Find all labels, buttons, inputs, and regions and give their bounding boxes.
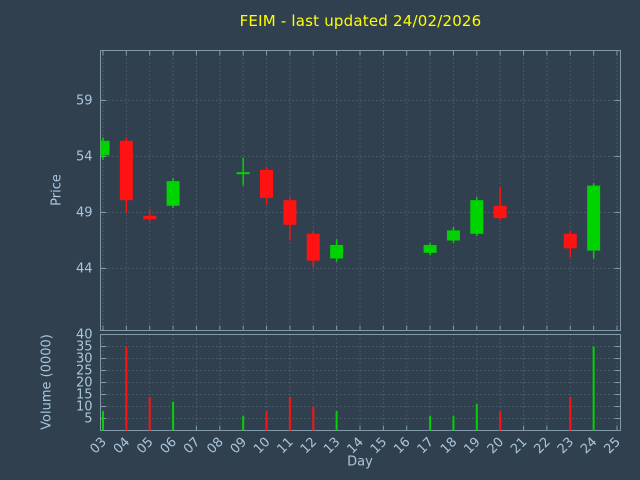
x-tick-label: 25 [602, 435, 624, 457]
x-tick-label: 20 [485, 435, 507, 457]
chart-title: FEIM - last updated 24/02/2026 [239, 12, 482, 30]
volume-tick-label: 10 [76, 400, 93, 415]
volume-tick-label: 40 [76, 328, 93, 343]
volume-bar [475, 404, 478, 431]
volume-bar [335, 411, 338, 431]
x-tick-label: 19 [461, 435, 483, 457]
candle-body [446, 230, 460, 241]
volume-bar [148, 396, 151, 431]
x-tick-label: 17 [415, 435, 437, 457]
candle-body [330, 244, 344, 259]
candle-body [283, 200, 297, 225]
x-tick-label: 16 [391, 435, 413, 457]
x-tick-label: 23 [555, 435, 577, 457]
volume-bar [125, 346, 128, 431]
x-tick-label: 11 [274, 435, 296, 457]
candle-body [470, 200, 484, 234]
volume-bar [102, 411, 104, 431]
price-tick-label: 44 [76, 262, 93, 277]
candle-body [143, 215, 157, 220]
volume-bar [452, 416, 455, 431]
x-tick-label: 08 [204, 435, 226, 457]
x-tick-label: 04 [111, 435, 133, 457]
candle-body [236, 172, 250, 175]
candle-body [306, 233, 320, 261]
x-tick-label: 07 [181, 435, 203, 457]
volume-tick-label: 35 [76, 340, 93, 355]
x-tick-label: 22 [531, 435, 553, 457]
volume-series [102, 346, 595, 431]
volume-bar [242, 416, 245, 431]
volume-tick-label: 15 [76, 388, 93, 403]
price-tick-label: 54 [76, 150, 93, 165]
x-tick-label: 05 [134, 435, 156, 457]
volume-tick-label: 30 [76, 352, 93, 367]
x-tick-label: 09 [228, 435, 250, 457]
x-axis-label: Day [347, 454, 373, 470]
volume-bar [592, 346, 595, 431]
candle-body [587, 185, 601, 251]
candle-body [166, 181, 180, 206]
x-tick-label: 12 [298, 435, 320, 457]
x-tick-label: 06 [158, 435, 180, 457]
volume-bar [172, 401, 175, 431]
volume-bar [429, 416, 432, 431]
candle-body [563, 233, 577, 249]
x-tick-label: 13 [321, 435, 343, 457]
x-tick-label: 18 [438, 435, 460, 457]
volume-bar [499, 411, 502, 431]
candle-body [119, 140, 133, 201]
candle-body [100, 140, 110, 156]
volume-tick-label: 20 [76, 376, 93, 391]
x-tick-label: 03 [88, 435, 110, 457]
volume-bar [265, 411, 268, 431]
candle-series [100, 137, 601, 268]
candle-body [260, 169, 274, 198]
tick-marks [100, 50, 621, 431]
volume-bar [288, 396, 291, 431]
x-tick-label: 24 [578, 435, 600, 457]
volume-tick-label: 5 [84, 412, 92, 427]
volume-tick-label: 25 [76, 364, 93, 379]
x-tick-label: 10 [251, 435, 273, 457]
volume-bar [312, 406, 315, 431]
volume-bar [569, 396, 572, 431]
price-tick-label: 59 [76, 94, 93, 109]
price-tick-label: 49 [76, 206, 93, 221]
candle-body [423, 244, 437, 253]
x-tick-label: 21 [508, 435, 530, 457]
gridlines [100, 50, 621, 431]
price-axis-label: Price [49, 174, 65, 206]
volume-axis-label: Volume (0000) [39, 334, 55, 430]
candle-body [493, 205, 507, 219]
